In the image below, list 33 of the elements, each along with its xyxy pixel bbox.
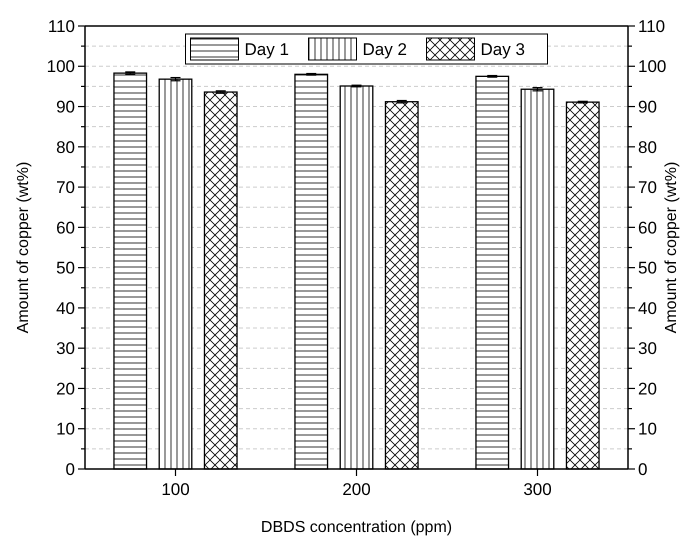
y-tick-label: 40: [56, 298, 75, 318]
y-tick-label: 100: [46, 57, 75, 76]
x-tick-label: 300: [523, 480, 552, 499]
y-tick-label: 20: [56, 379, 75, 398]
x-tick-label: 200: [342, 480, 371, 499]
legend-label: Day 2: [362, 40, 407, 59]
legend-label: Day 3: [480, 40, 525, 59]
y2-tick-label: 40: [638, 298, 657, 318]
y2-tick-label: 70: [638, 178, 657, 198]
x-tick-label: 100: [161, 480, 190, 499]
y-tick-label: 10: [56, 420, 75, 439]
y2-axis-title: Amount of copper (wt%): [663, 162, 680, 334]
y2-tick-label: 30: [638, 339, 657, 358]
y-tick-label: 30: [56, 339, 75, 358]
y2-tick-label: 100: [638, 57, 666, 76]
y2-tick-label: 80: [638, 138, 657, 157]
y2-tick-label: 60: [638, 218, 657, 238]
y-tick-label: 80: [56, 138, 75, 157]
x-axis-title: DBDS concentration (ppm): [260, 519, 452, 536]
y-axis-title: Amount of copper (wt%): [15, 162, 32, 334]
y2-tick-label: 90: [638, 97, 657, 116]
y-tick-label: 70: [56, 178, 75, 198]
y2-tick-label: 0: [638, 460, 648, 479]
y-tick-label: 60: [56, 218, 75, 238]
y2-tick-label: 50: [638, 258, 657, 278]
legend-label: Day 1: [244, 40, 289, 59]
y-tick-label: 110: [48, 16, 75, 36]
y-tick-label: 90: [56, 97, 75, 116]
y-tick-label: 50: [56, 258, 75, 278]
y2-tick-label: 20: [638, 379, 657, 398]
y2-tick-label: 110: [638, 16, 666, 36]
y-tick-label: 0: [66, 460, 75, 479]
y2-tick-label: 10: [638, 420, 657, 439]
